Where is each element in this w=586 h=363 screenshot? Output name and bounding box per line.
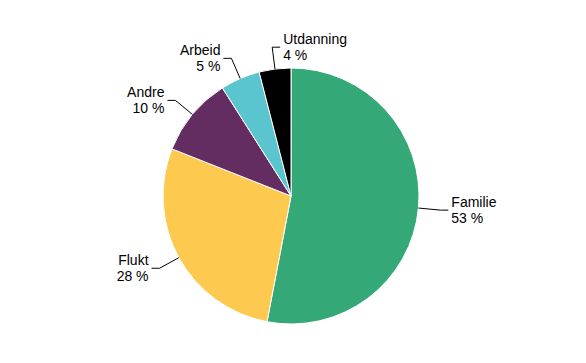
- svg-text:5 %: 5 %: [196, 58, 220, 74]
- svg-text:Andre: Andre: [127, 84, 165, 100]
- svg-text:53 %: 53 %: [451, 210, 483, 226]
- svg-text:Utdanning: Utdanning: [283, 31, 347, 47]
- svg-text:28 %: 28 %: [117, 268, 149, 284]
- svg-text:Arbeid: Arbeid: [180, 42, 220, 58]
- svg-text:10 %: 10 %: [133, 100, 165, 116]
- svg-text:Flukt: Flukt: [118, 252, 148, 268]
- svg-text:Familie: Familie: [451, 194, 496, 210]
- svg-text:4 %: 4 %: [283, 47, 307, 63]
